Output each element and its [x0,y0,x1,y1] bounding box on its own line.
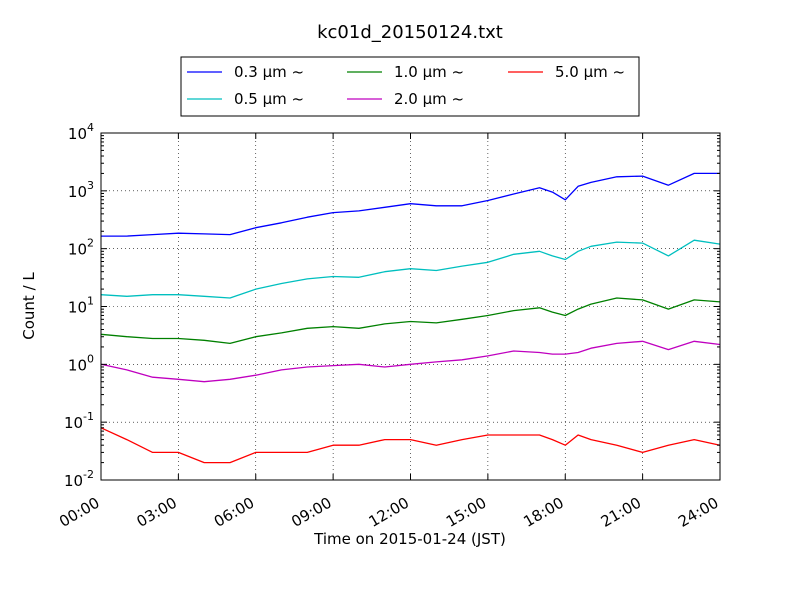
x-tick-label: 09:00 [288,494,334,531]
x-tick-label: 24:00 [675,494,721,531]
series-line [100,427,721,464]
x-axis-label: Time on 2015-01-24 (JST) [313,530,506,548]
legend: 0.3 μm ~ 0.5 μm ~ 1.0 μm ~ 2.0 μm ~ 5.0 μm ~ [180,56,640,117]
y-axis-label: Count / L [20,272,38,340]
series-line [101,172,720,237]
y-tick-label: 100 [68,352,94,374]
x-tick-label: 06:00 [211,494,257,531]
series-line [100,239,721,299]
series-line [100,340,721,383]
legend-box [180,56,640,117]
x-tick-label: 12:00 [366,494,412,531]
x-tick-label: 15:00 [443,494,489,531]
legend-label: 0.3 μm ~ [234,63,304,81]
y-tick-label: 103 [68,179,94,201]
legend-label: 2.0 μm ~ [394,90,464,108]
y-tick-label: 101 [68,295,94,317]
y-tick-label: 104 [68,121,94,143]
legend-label: 0.5 μm ~ [234,90,304,108]
x-tick-label: 00:00 [56,494,102,531]
y-tick-label: 102 [68,237,94,259]
y-tick-label: 10-1 [64,410,94,432]
x-tick-label: 18:00 [520,494,566,531]
y-tick-label: 10-2 [64,468,94,490]
x-tick-label: 21:00 [598,494,644,531]
legend-label: 1.0 μm ~ [394,63,464,81]
legend-label: 5.0 μm ~ [555,63,625,81]
x-tick-label: 03:00 [134,494,180,531]
chart-title: kc01d_20150124.txt [317,22,503,43]
series-line [100,297,721,345]
